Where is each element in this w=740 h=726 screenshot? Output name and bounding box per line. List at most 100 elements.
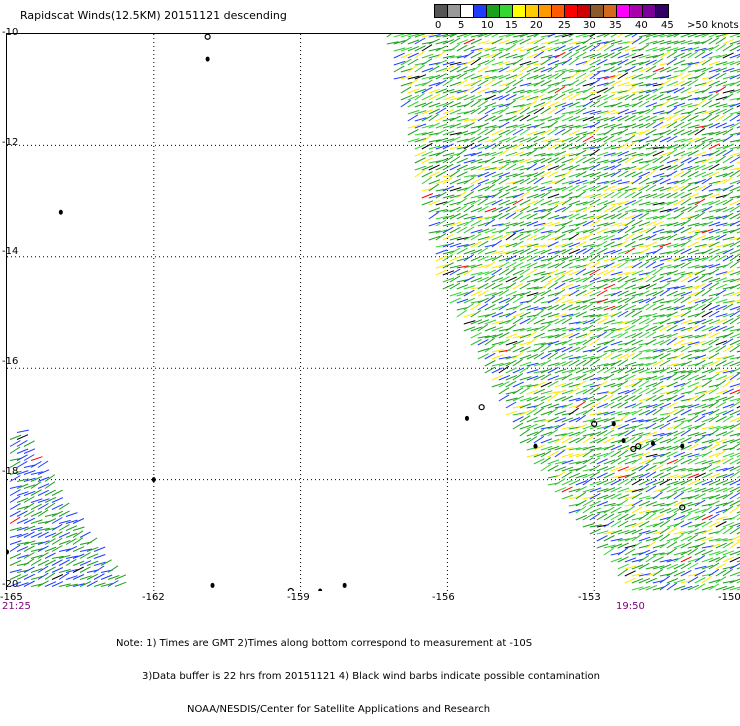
wind-barb	[484, 156, 496, 164]
wind-barb	[708, 44, 720, 52]
wind-barb	[617, 150, 629, 157]
wind-barb	[610, 387, 622, 395]
wind-barb	[568, 57, 579, 66]
wind-barb	[617, 331, 629, 339]
wind-barb	[638, 284, 651, 290]
wind-barb	[694, 487, 707, 493]
wind-barb	[72, 518, 85, 524]
wind-barb	[701, 459, 714, 465]
wind-barb	[701, 132, 714, 136]
wind-barb	[477, 297, 489, 304]
wind-barb	[680, 183, 692, 192]
wind-barb	[16, 434, 29, 440]
wind-barb	[722, 415, 734, 423]
wind-barb	[729, 156, 740, 164]
wind-barb-group	[386, 34, 740, 591]
wind-barb	[708, 216, 721, 220]
wind-barb	[736, 405, 740, 409]
wind-barb	[645, 584, 658, 591]
wind-barb	[617, 166, 630, 171]
wind-barb	[638, 419, 651, 423]
wind-barb	[414, 50, 425, 59]
wind-barb	[547, 60, 560, 66]
wind-barb	[694, 269, 706, 276]
wind-barb	[645, 157, 657, 164]
wind-barb	[484, 167, 497, 171]
wind-barb	[729, 122, 740, 129]
wind-barb	[526, 408, 538, 416]
wind-barb	[701, 549, 713, 556]
wind-barb	[435, 209, 448, 213]
wind-barb	[617, 212, 629, 220]
wind-barb	[722, 269, 734, 276]
wind-barb	[610, 123, 623, 129]
island-marker	[318, 588, 323, 591]
wind-barb	[37, 552, 49, 559]
wind-barb	[610, 290, 623, 297]
wind-barb	[715, 396, 728, 402]
wind-barb	[624, 472, 636, 479]
wind-barb	[393, 40, 406, 45]
wind-barb	[701, 51, 713, 59]
wind-barb	[680, 341, 693, 346]
wind-barb	[463, 226, 475, 234]
wind-barb	[680, 47, 693, 52]
wind-barb	[729, 452, 740, 458]
wind-barb	[666, 207, 679, 213]
wind-barb	[519, 82, 532, 87]
wind-barb	[582, 368, 595, 374]
wind-barb	[708, 114, 720, 122]
wind-barb	[694, 99, 706, 108]
wind-barb	[687, 374, 699, 381]
wind-barb	[673, 500, 685, 507]
wind-barb	[533, 152, 546, 157]
wind-barb	[645, 370, 658, 374]
wind-barb	[673, 345, 685, 353]
wind-map[interactable]	[6, 33, 740, 591]
wind-barb	[715, 416, 727, 423]
wind-barb	[456, 111, 469, 115]
wind-barb	[603, 513, 615, 521]
wind-barb	[680, 479, 692, 486]
wind-barb	[624, 109, 637, 115]
wind-barb	[589, 215, 602, 220]
wind-barb	[694, 288, 706, 297]
wind-barb	[582, 172, 595, 178]
wind-barb	[533, 342, 546, 346]
wind-barb	[554, 405, 567, 409]
wind-barb	[421, 79, 433, 87]
wind-barb	[617, 359, 629, 367]
wind-barb	[414, 150, 427, 157]
wind-barb	[526, 423, 538, 430]
wind-barb	[617, 366, 629, 374]
wind-barb	[589, 100, 601, 108]
wind-barb	[470, 177, 482, 185]
wind-barb	[715, 250, 728, 255]
wind-barb	[687, 362, 700, 367]
wind-barb	[463, 45, 475, 52]
wind-barb	[666, 563, 678, 570]
wind-barb	[610, 212, 622, 220]
wind-barb	[659, 438, 672, 444]
wind-barb	[722, 104, 735, 108]
wind-barb	[561, 313, 574, 318]
wind-barb	[687, 285, 700, 290]
wind-barb	[547, 157, 559, 164]
wind-barb	[16, 448, 29, 454]
wind-barb	[470, 194, 483, 199]
wind-barb	[442, 109, 455, 115]
wind-barb	[107, 580, 119, 587]
wind-barb	[624, 548, 636, 556]
wind-barb	[547, 362, 560, 367]
wind-barb	[673, 468, 686, 472]
wind-barb	[617, 297, 629, 304]
wind-barb	[673, 236, 686, 241]
wind-barb	[568, 426, 581, 430]
wind-barb	[526, 316, 537, 325]
wind-barb	[519, 243, 532, 248]
wind-barb	[533, 255, 546, 262]
wind-barb	[484, 143, 496, 150]
wind-barb	[407, 45, 420, 52]
wind-barb	[666, 578, 679, 584]
wind-barb	[463, 285, 476, 290]
